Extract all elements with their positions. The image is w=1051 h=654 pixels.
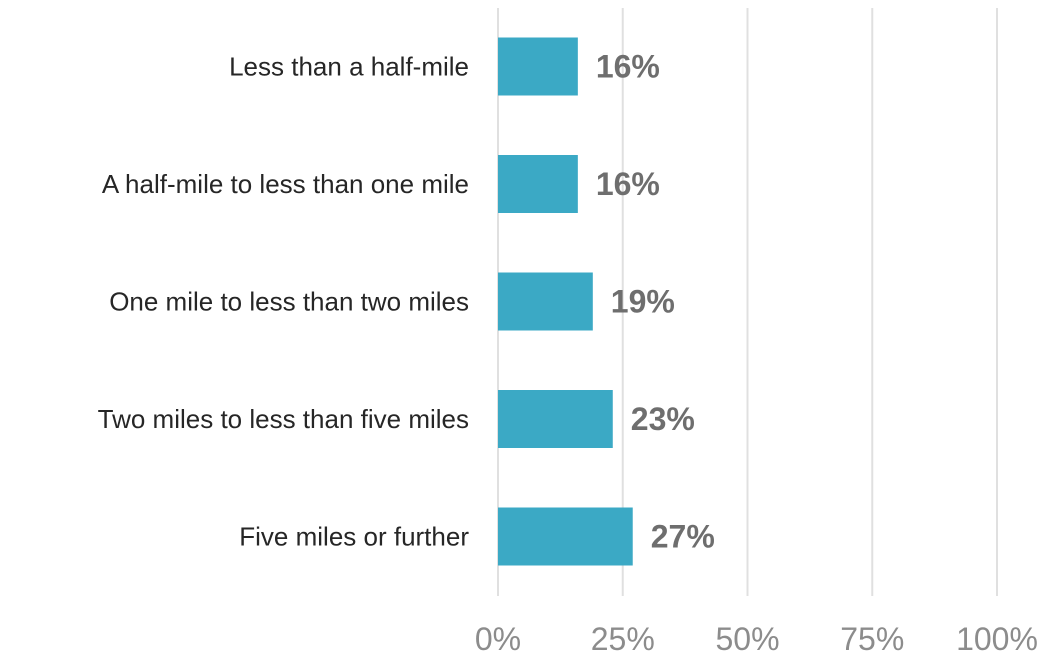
bar <box>498 390 613 448</box>
bar <box>498 155 578 213</box>
value-label: 19% <box>611 284 675 320</box>
x-tick-label: 25% <box>591 621 655 654</box>
value-label: 16% <box>596 49 660 85</box>
category-label: Two miles to less than five miles <box>98 404 469 434</box>
x-tick-label: 0% <box>475 621 521 654</box>
value-label: 27% <box>651 519 715 555</box>
x-axis-tick-labels: 0% 25% 50% 75% 100% <box>475 621 1038 654</box>
category-label: One mile to less than two miles <box>109 287 469 317</box>
value-label: 16% <box>596 166 660 202</box>
category-label: A half-mile to less than one mile <box>102 169 469 199</box>
bar <box>498 272 593 331</box>
x-tick-label: 50% <box>715 621 779 654</box>
value-labels: 16% 16% 19% 23% 27% <box>596 49 715 555</box>
category-label: Less than a half-mile <box>229 52 469 82</box>
category-label: Five miles or further <box>239 522 469 552</box>
value-label: 23% <box>631 401 695 437</box>
gridlines <box>497 8 998 596</box>
x-tick-label: 100% <box>956 621 1038 654</box>
bars <box>498 37 633 566</box>
category-labels: Less than a half-mile A half-mile to less… <box>98 52 470 552</box>
bar <box>498 507 633 566</box>
bar <box>498 37 578 96</box>
x-tick-label: 75% <box>840 621 904 654</box>
